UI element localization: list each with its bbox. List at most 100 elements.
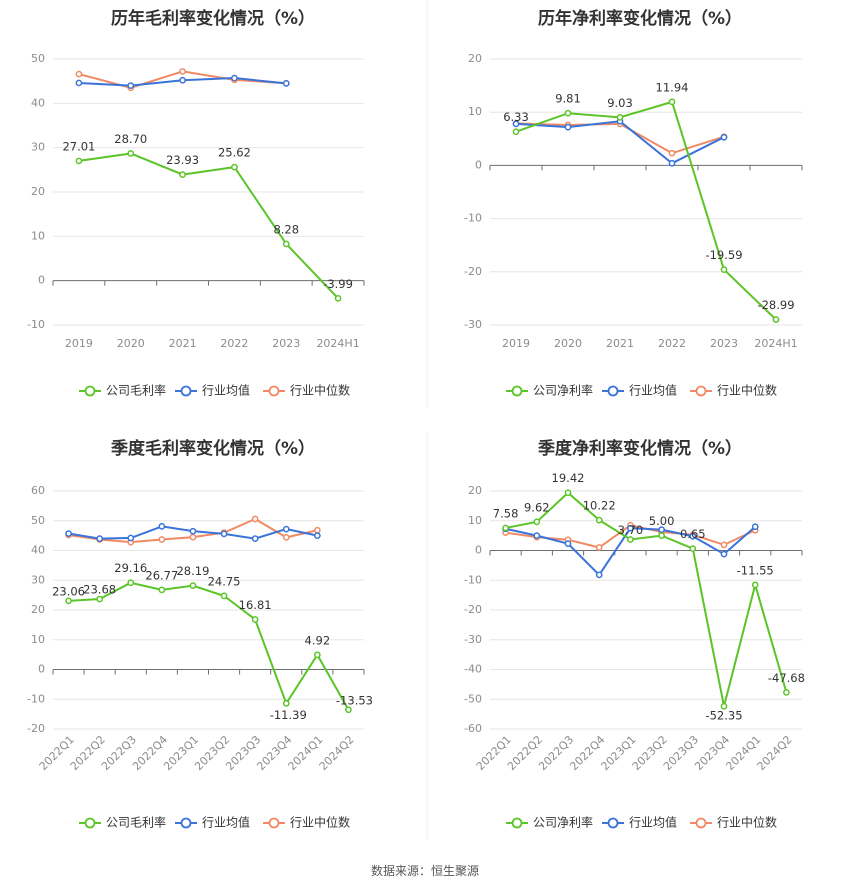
legend-item-industry_avg: 行业均值 xyxy=(602,383,677,398)
legend-label: 行业中位数 xyxy=(717,815,777,830)
series-line-company xyxy=(515,100,777,321)
y-tick-label: -50 xyxy=(464,692,482,705)
series-point-industry_median xyxy=(668,149,676,157)
y-tick-label: -10 xyxy=(464,573,482,586)
legend-label: 行业均值 xyxy=(202,383,250,398)
chart-panel-annual-net: 历年净利率变化情况（%） -30 -20 -10 0 10 20 2019 2020 2021 20… xyxy=(464,8,803,398)
chart-panel-quarterly-net: 季度净利率变化情况（%）-60-50-40-30-20-10010202022Q… xyxy=(464,438,805,830)
series-point-industry_avg xyxy=(512,120,520,128)
series-point-industry_median xyxy=(75,70,83,78)
data-label: 25.62 xyxy=(218,146,251,160)
x-tick-label: 2019 xyxy=(502,337,530,350)
x-tick-label: 2024H1 xyxy=(754,337,797,350)
series-point-company xyxy=(334,295,342,302)
data-label: 9.81 xyxy=(555,92,581,106)
y-tick-label: 0 xyxy=(38,274,45,287)
y-tick-label: -20 xyxy=(464,603,482,616)
data-label: 19.42 xyxy=(552,471,585,485)
series-point-industry_median xyxy=(314,526,321,534)
series-point-company xyxy=(751,581,759,589)
data-label: 11.94 xyxy=(656,80,689,94)
x-tick-label: 2024Q2 xyxy=(755,733,795,773)
chart-panel-annual-gross: 历年毛利率变化情况（%） -10 0 10 20 30 40 50 2019 2020 2021 20… xyxy=(27,8,365,398)
data-label: 26.77 xyxy=(145,568,178,582)
y-tick-label: 10 xyxy=(468,105,482,118)
series-point-company xyxy=(512,128,520,136)
data-label: 9.03 xyxy=(607,96,633,110)
series-point-company xyxy=(720,266,728,273)
x-tick-label: 2019 xyxy=(65,337,93,350)
data-label: -19.59 xyxy=(705,248,742,262)
x-tick-label: 2024H1 xyxy=(316,337,359,350)
legend-item-industry_median: 行业中位数 xyxy=(263,815,350,830)
legend-item-industry_median: 行业中位数 xyxy=(263,383,350,398)
data-label: 23.68 xyxy=(83,583,116,597)
series-point-company xyxy=(75,157,83,165)
series-point-industry_avg xyxy=(251,535,259,542)
series-point-industry_avg xyxy=(127,82,135,89)
x-tick-label: 2020 xyxy=(117,337,145,350)
series-point-company xyxy=(564,489,572,497)
series-point-industry_avg xyxy=(282,525,290,533)
y-tick-label: 20 xyxy=(31,603,45,616)
series-point-industry_avg xyxy=(314,532,321,539)
y-tick-label: 0 xyxy=(475,544,482,557)
y-tick-label: 10 xyxy=(31,229,45,242)
y-tick-label: 50 xyxy=(31,514,45,527)
series-point-company xyxy=(251,616,259,623)
data-label: 27.01 xyxy=(62,139,95,153)
chart-panel-quarterly-gross: 季度毛利率变化情况（%）-20-1001020304050602022Q1202… xyxy=(27,438,373,830)
y-tick-label: 60 xyxy=(31,484,45,497)
legend-item-industry_median: 行业中位数 xyxy=(690,815,777,830)
legend-marker xyxy=(180,817,192,829)
y-tick-label: 20 xyxy=(468,484,482,497)
series-point-industry_avg xyxy=(75,79,83,87)
series-point-company xyxy=(231,163,238,171)
series-point-company xyxy=(595,516,603,524)
series-point-industry_avg xyxy=(720,133,728,141)
legend-label: 行业均值 xyxy=(629,383,677,398)
legend-item-industry_median: 行业中位数 xyxy=(690,383,777,398)
series-point-company xyxy=(282,240,290,248)
chart-title: 历年净利率变化情况（%） xyxy=(538,8,742,29)
y-tick-label: 20 xyxy=(31,185,45,198)
series-point-industry_avg xyxy=(689,532,697,540)
series-point-industry_avg xyxy=(564,540,572,548)
series-point-company xyxy=(720,702,728,710)
y-tick-label: 40 xyxy=(31,96,45,109)
y-tick-label: -60 xyxy=(464,722,482,735)
legend-label: 公司净利率 xyxy=(533,815,593,830)
y-tick-label: 10 xyxy=(468,514,482,527)
y-tick-label: 10 xyxy=(31,633,45,646)
series-point-industry_avg xyxy=(595,571,603,579)
legend-marker xyxy=(511,385,523,397)
series-point-industry_avg xyxy=(179,76,186,84)
y-tick-label: -10 xyxy=(27,692,45,705)
legend-marker xyxy=(268,385,280,397)
series-point-industry_avg xyxy=(231,74,238,82)
series-point-company xyxy=(502,524,509,532)
series-point-industry_avg xyxy=(96,535,104,542)
series-point-company xyxy=(668,98,676,106)
x-tick-label: 2022 xyxy=(220,337,248,350)
series-point-industry_avg xyxy=(220,530,228,538)
series-point-industry_avg xyxy=(751,523,759,531)
data-source-note: 数据来源：恒生聚源 xyxy=(370,864,479,878)
series-point-industry_median xyxy=(158,536,166,543)
y-tick-label: -20 xyxy=(27,722,45,735)
x-tick-label: 2020 xyxy=(554,337,582,350)
legend-label: 行业中位数 xyxy=(717,383,777,398)
series-point-industry_avg xyxy=(627,524,634,532)
data-label: -13.53 xyxy=(336,693,373,707)
legend-marker xyxy=(607,817,619,829)
legend-marker xyxy=(180,385,192,397)
series-point-company xyxy=(689,545,697,552)
series-point-company xyxy=(533,518,541,526)
legend-item-industry_avg: 行业均值 xyxy=(175,383,250,398)
series-point-company xyxy=(158,586,166,594)
y-tick-label: -10 xyxy=(464,212,482,225)
series-point-industry_median xyxy=(595,544,603,551)
legend-label: 行业均值 xyxy=(629,815,677,830)
data-label: 5.00 xyxy=(649,514,675,528)
legend-item-industry_avg: 行业均值 xyxy=(175,815,250,830)
